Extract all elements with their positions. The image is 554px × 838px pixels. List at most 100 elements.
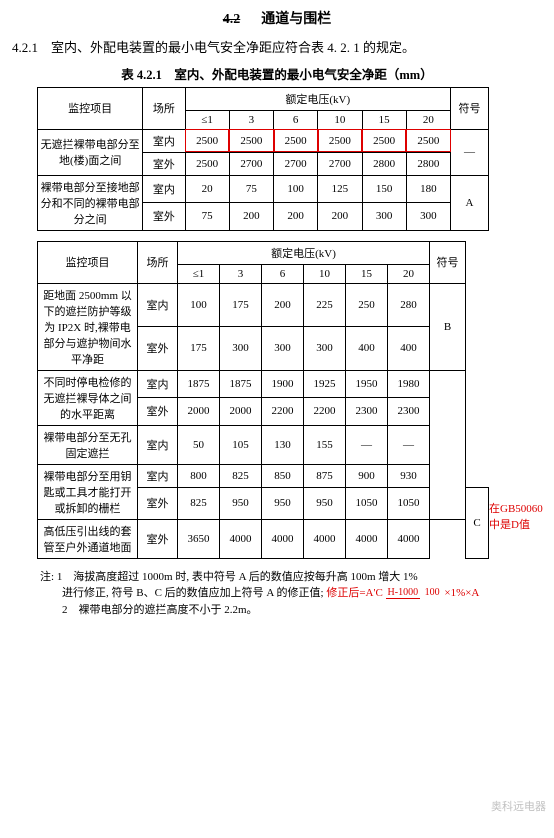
val-cell: 800 [178, 464, 220, 487]
footnote-2: 2 裸带电部分的遮拦高度不小于 2.2m。 [62, 604, 258, 616]
val-cell: 2500 [185, 129, 229, 152]
val-cell: 2700 [229, 152, 273, 175]
item-cell: 高低压引出线的套管至户外通道地面 [38, 519, 138, 558]
frac-top: H-1000 [386, 587, 421, 599]
val-cell: 2500 [274, 129, 318, 152]
val-cell: 300 [220, 327, 262, 371]
th-item: 监控项目 [38, 87, 143, 129]
symbol-cell: A [451, 175, 489, 230]
footnote-1b: 进行修正, 符号 B、C 后的数值应加上符号 A 的修正值; [62, 587, 324, 599]
val-cell: 4000 [388, 519, 430, 558]
footnotes: 注: 1 海拔高度超过 1000m 时, 表中符号 A 后的数值应按每升高 10… [40, 569, 542, 619]
val-cell: 3650 [178, 519, 220, 558]
footnote-1a: 1 海拔高度超过 1000m 时, 表中符号 A 后的数值应按每升高 100m … [57, 571, 418, 583]
val-cell: 200 [318, 203, 362, 231]
val-cell: 2200 [304, 398, 346, 426]
val-cell: 2200 [262, 398, 304, 426]
val-cell: 100 [178, 283, 220, 327]
loc-cell: 室内 [143, 129, 185, 152]
th-symbol: 符号 [430, 241, 466, 283]
val-cell: 155 [304, 425, 346, 464]
val-cell: 75 [185, 203, 229, 231]
val-cell: 400 [388, 327, 430, 371]
watermark: 奥科远电器 [491, 798, 546, 814]
loc-cell: 室外 [138, 519, 178, 558]
val-cell: 200 [229, 203, 273, 231]
symbol-cell: B [430, 283, 466, 370]
val-cell: 2800 [362, 152, 406, 175]
val-cell: 300 [262, 327, 304, 371]
side-note-d: 在GB50060 中是D值 [489, 500, 549, 532]
val-cell: 175 [220, 283, 262, 327]
val-cell: 4000 [304, 519, 346, 558]
val-cell: 1950 [346, 370, 388, 398]
loc-cell: 室外 [143, 152, 185, 175]
th-v2: 3 [229, 110, 273, 129]
val-cell: 2800 [406, 152, 450, 175]
loc-cell: 室外 [138, 487, 178, 519]
val-cell: 1875 [220, 370, 262, 398]
fraction: H-1000 100 [386, 588, 442, 598]
th-loc: 场所 [143, 87, 185, 129]
th-v5: 15 [362, 110, 406, 129]
th-v4: 10 [318, 110, 362, 129]
table-caption: 表 4.2.1 室内、外配电装置的最小电气安全净距（mm） [12, 64, 542, 83]
loc-cell: 室内 [143, 175, 185, 203]
val-cell: 50 [178, 425, 220, 464]
val-cell: 1900 [262, 370, 304, 398]
val-cell: 225 [304, 283, 346, 327]
item-cell: 裸带电部分至用钥匙或工具才能打开或拆卸的栅栏 [38, 464, 138, 519]
val-cell: 2500 [406, 129, 450, 152]
th-voltage: 额定电压(kV) [185, 87, 451, 110]
th-v6: 20 [406, 110, 450, 129]
val-cell: 200 [274, 203, 318, 231]
symbol-cell [430, 370, 466, 519]
val-cell: 105 [220, 425, 262, 464]
val-cell: 400 [346, 327, 388, 371]
loc-cell: 室内 [138, 464, 178, 487]
th-loc: 场所 [138, 241, 178, 283]
loc-cell: 室外 [138, 327, 178, 371]
heading-text: 通道与围栏 [261, 12, 331, 27]
val-cell: 825 [220, 464, 262, 487]
th-v3: 6 [274, 110, 318, 129]
val-cell: 2000 [178, 398, 220, 426]
th-voltage: 额定电压(kV) [178, 241, 430, 264]
footnote-red-prefix: 修正后=A'C [326, 587, 382, 599]
loc-cell: 室内 [138, 283, 178, 327]
val-cell: 130 [262, 425, 304, 464]
val-cell: 300 [406, 203, 450, 231]
clearance-table-2: 监控项目 场所 额定电压(kV) 符号 ≤1 3 6 10 15 20 距地面 … [37, 241, 489, 559]
val-cell: 300 [362, 203, 406, 231]
val-cell: 75 [229, 175, 273, 203]
val-cell: 2700 [318, 152, 362, 175]
val-cell: 2000 [220, 398, 262, 426]
symbol-cell: — [451, 129, 489, 175]
th-item: 监控项目 [38, 241, 138, 283]
symbol-cell: C [466, 487, 489, 558]
val-cell: 150 [362, 175, 406, 203]
val-cell: 20 [185, 175, 229, 203]
val-cell: 1980 [388, 370, 430, 398]
loc-cell: 室外 [143, 203, 185, 231]
val-cell: 1925 [304, 370, 346, 398]
val-cell: 1050 [388, 487, 430, 519]
val-cell: 2500 [362, 129, 406, 152]
th-symbol: 符号 [451, 87, 489, 129]
val-cell: 930 [388, 464, 430, 487]
footnote-red-suffix: ×1%×A [444, 587, 479, 599]
item-cell: 裸带电部分至接地部分和不同的裸带电部分之间 [38, 175, 143, 230]
paragraph-421: 4.2.1 室内、外配电装置的最小电气安全净距应符合表 4. 2. 1 的规定。 [12, 38, 542, 58]
clearance-table-1: 监控项目 场所 额定电压(kV) 符号 ≤1 3 6 10 15 20 无遮拦裸… [37, 87, 489, 231]
val-cell: 2500 [185, 152, 229, 175]
val-cell: 1050 [346, 487, 388, 519]
loc-cell: 室外 [138, 398, 178, 426]
val-cell: 2300 [346, 398, 388, 426]
val-cell: 2300 [388, 398, 430, 426]
val-cell: 250 [346, 283, 388, 327]
val-cell: — [346, 425, 388, 464]
val-cell: 180 [406, 175, 450, 203]
val-cell: 2500 [318, 129, 362, 152]
footnote-label: 注: [40, 571, 54, 583]
loc-cell: 室内 [138, 370, 178, 398]
